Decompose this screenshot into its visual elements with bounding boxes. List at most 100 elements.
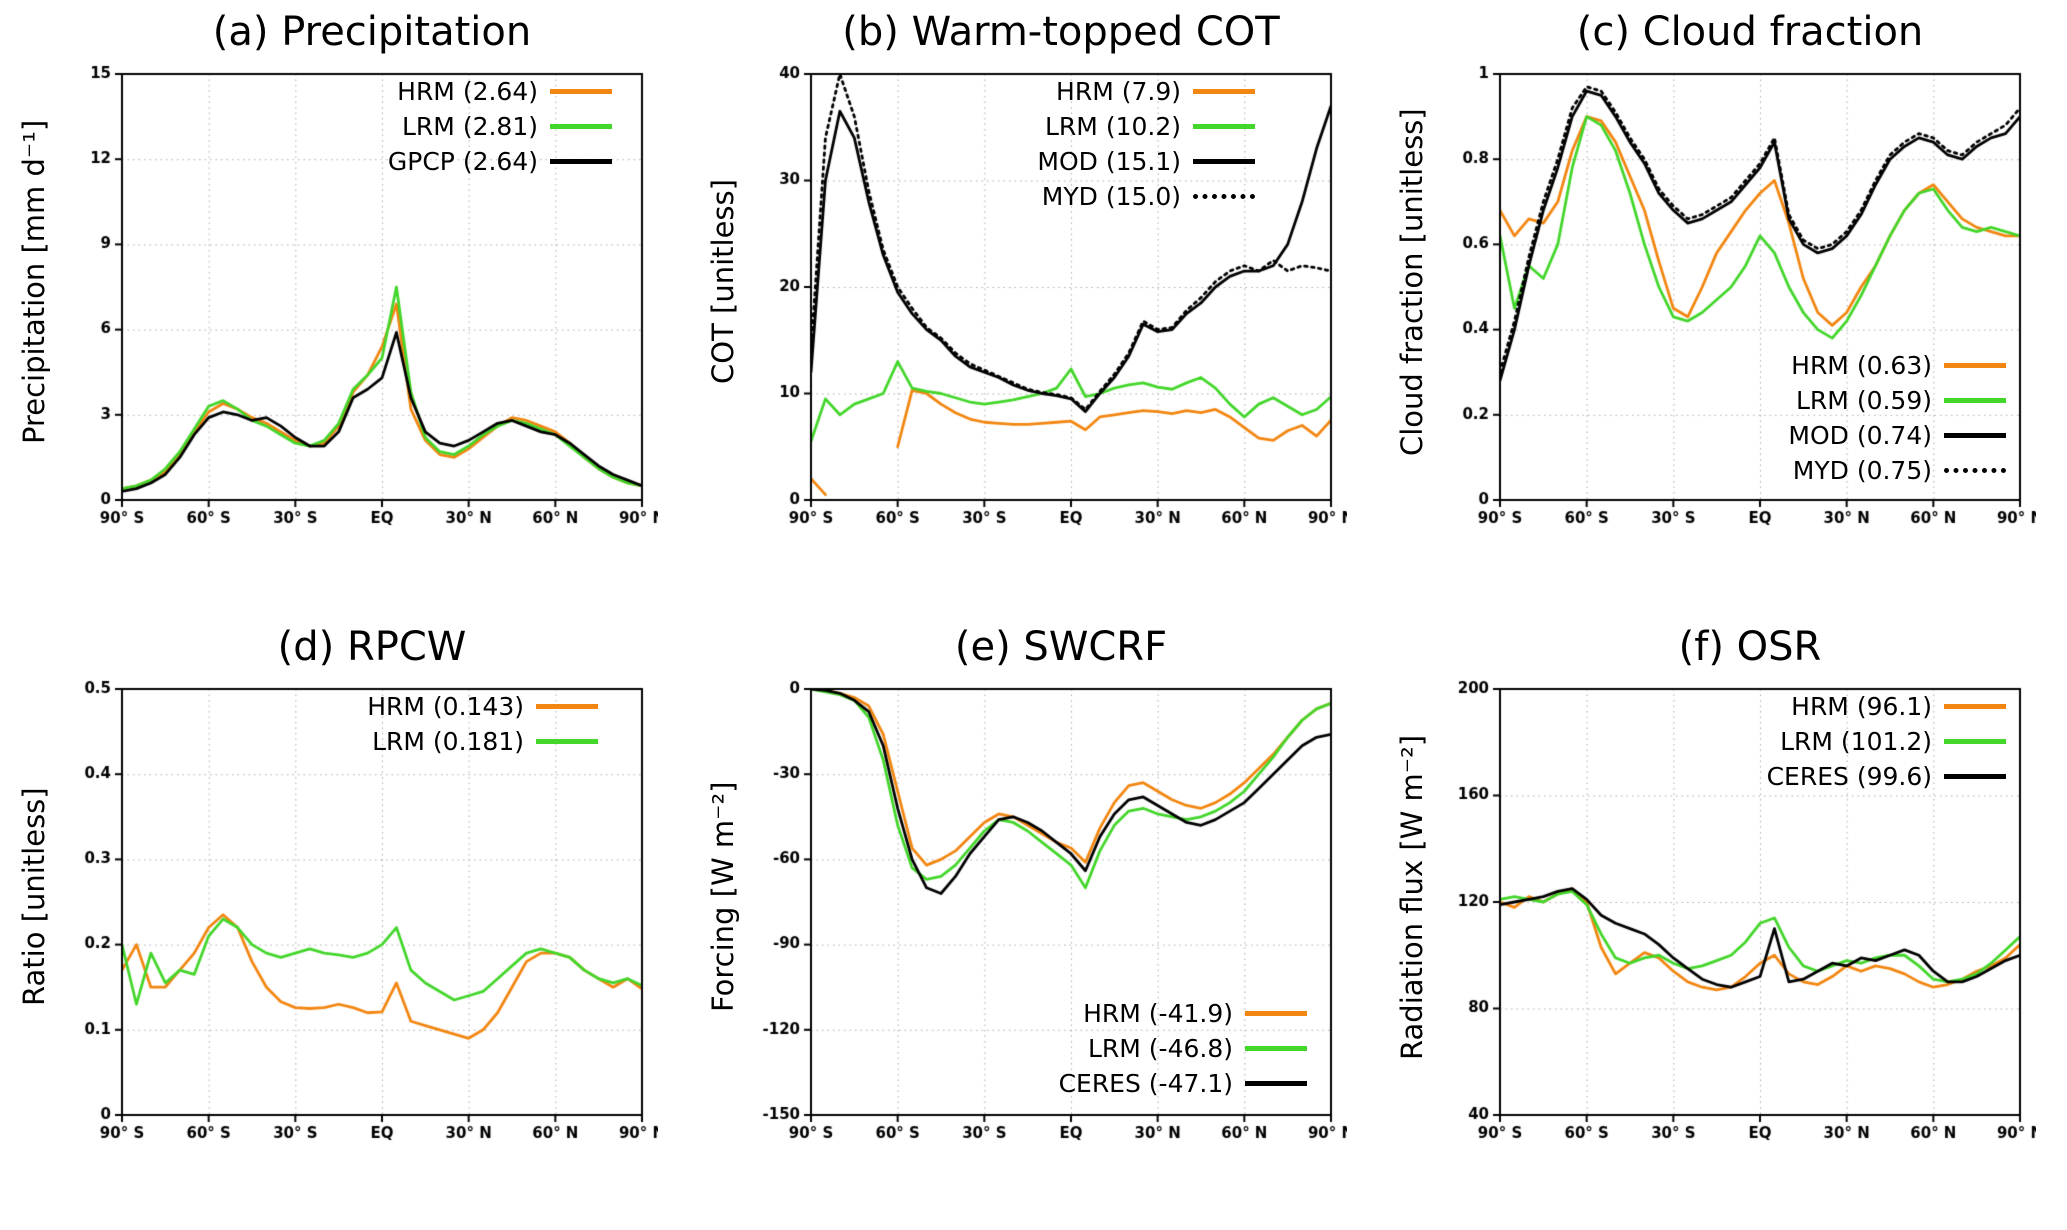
legend-item: CERES (-47.1) [1059, 1066, 1307, 1101]
y-axis-label: Precipitation [mm d⁻¹] [17, 119, 51, 445]
chart-legend: HRM (7.9) LRM (10.2) MOD (15.1) MYD (15.0) [1037, 74, 1255, 214]
legend-label: LRM (0.59) [1796, 386, 1932, 415]
legend-swatch [1193, 159, 1255, 164]
legend-label: GPCP (2.64) [387, 147, 538, 176]
legend-label: HRM (0.143) [367, 692, 524, 721]
legend-label: HRM (2.64) [397, 77, 538, 106]
legend-label: MYD (0.75) [1792, 456, 1932, 485]
legend-swatch [1193, 194, 1255, 199]
legend-item: LRM (101.2) [1780, 724, 2006, 759]
legend-swatch [1944, 363, 2006, 368]
legend-swatch [1944, 704, 2006, 709]
plot-area: HRM (2.64) LRM (2.81) GPCP (2.64) [56, 64, 658, 544]
legend-swatch [1944, 433, 2006, 438]
plot-row: Cloud fraction [unitless] HRM (0.63) LRM … [1378, 64, 2067, 544]
legend-swatch [1193, 89, 1255, 94]
legend-item: LRM (0.181) [372, 724, 598, 759]
legend-swatch [536, 704, 598, 709]
legend-label: MOD (15.1) [1037, 147, 1181, 176]
legend-label: HRM (7.9) [1056, 77, 1181, 106]
chart-legend: HRM (2.64) LRM (2.81) GPCP (2.64) [388, 74, 612, 179]
legend-item: HRM (96.1) [1791, 689, 2006, 724]
plot-area: HRM (-41.9) LRM (-46.8) CERES (-47.1) [745, 679, 1347, 1159]
legend-item: HRM (0.143) [367, 689, 598, 724]
chart-panel: (d) RPCW Ratio [unitless] HRM (0.143) LRM… [0, 615, 689, 1230]
chart-panel: (a) Precipitation Precipitation [mm d⁻¹]… [0, 0, 689, 615]
chart-panel: (e) SWCRF Forcing [W m⁻²] HRM (-41.9) LRM… [689, 615, 1378, 1230]
y-axis-label: Forcing [W m⁻²] [706, 781, 740, 1013]
plot-area: HRM (7.9) LRM (10.2) MOD (15.1) MYD (15.0) [745, 64, 1347, 544]
legend-item: HRM (7.9) [1056, 74, 1255, 109]
plot-area: HRM (0.143) LRM (0.181) [56, 679, 658, 1159]
chart-panel: (c) Cloud fraction Cloud fraction [unitl… [1378, 0, 2067, 615]
legend-swatch [1245, 1046, 1307, 1051]
legend-item: LRM (2.81) [402, 109, 612, 144]
legend-item: MOD (0.74) [1788, 418, 2006, 453]
legend-swatch [1944, 398, 2006, 403]
legend-swatch [1944, 468, 2006, 473]
legend-swatch [550, 124, 612, 129]
plot-row: Radiation flux [W m⁻²] HRM (96.1) LRM (10… [1378, 679, 2067, 1159]
legend-swatch [1193, 124, 1255, 129]
legend-swatch [1944, 774, 2006, 779]
legend-item: MOD (15.1) [1037, 144, 1255, 179]
legend-swatch [1245, 1081, 1307, 1086]
panel-title: (d) RPCW [277, 624, 467, 670]
chart-canvas [1434, 679, 2036, 1159]
legend-swatch [536, 739, 598, 744]
legend-item: HRM (2.64) [397, 74, 612, 109]
plot-row: Precipitation [mm d⁻¹] HRM (2.64) LRM (2.… [0, 64, 689, 544]
legend-label: LRM (2.81) [402, 112, 538, 141]
chart-canvas [1434, 64, 2036, 544]
plot-row: Ratio [unitless] HRM (0.143) LRM (0.181) [0, 679, 689, 1159]
panel-title: (a) Precipitation [212, 9, 532, 55]
panel-title: (b) Warm-topped COT [842, 9, 1280, 55]
chart-canvas [56, 64, 658, 544]
legend-label: CERES (-47.1) [1058, 1069, 1233, 1098]
panel-title: (f) OSR [1678, 624, 1822, 670]
y-axis-label: Cloud fraction [unitless] [1395, 108, 1429, 456]
y-axis-label: COT [unitless] [706, 179, 740, 385]
legend-label: MOD (0.74) [1788, 421, 1932, 450]
legend-label: LRM (-46.8) [1087, 1034, 1233, 1063]
panel-title: (e) SWCRF [954, 624, 1168, 670]
legend-item: MYD (0.75) [1793, 453, 2006, 488]
legend-item: LRM (0.59) [1796, 383, 2006, 418]
legend-label: HRM (96.1) [1791, 692, 1932, 721]
legend-item: CERES (99.6) [1767, 759, 2006, 794]
legend-swatch [1944, 739, 2006, 744]
chart-legend: HRM (-41.9) LRM (-46.8) CERES (-47.1) [1059, 996, 1307, 1101]
plot-area: HRM (96.1) LRM (101.2) CERES (99.6) [1434, 679, 2036, 1159]
legend-item: LRM (10.2) [1045, 109, 1255, 144]
plot-row: Forcing [W m⁻²] HRM (-41.9) LRM (-46.8) CE… [689, 679, 1378, 1159]
plot-area: HRM (0.63) LRM (0.59) MOD (0.74) MYD (0.75) [1434, 64, 2036, 544]
legend-label: LRM (10.2) [1045, 112, 1181, 141]
legend-label: MYD (15.0) [1041, 182, 1181, 211]
chart-panel: (f) OSR Radiation flux [W m⁻²] HRM (96.1… [1378, 615, 2067, 1230]
legend-label: LRM (0.181) [372, 727, 524, 756]
chart-canvas [745, 64, 1347, 544]
legend-item: GPCP (2.64) [388, 144, 612, 179]
legend-item: MYD (15.0) [1042, 179, 1255, 214]
chart-legend: HRM (0.63) LRM (0.59) MOD (0.74) MYD (0.75) [1788, 348, 2006, 488]
chart-canvas [745, 679, 1347, 1159]
panel-title: (c) Cloud fraction [1576, 9, 1924, 55]
legend-item: HRM (-41.9) [1083, 996, 1307, 1031]
legend-label: HRM (0.63) [1791, 351, 1932, 380]
chart-panel: (b) Warm-topped COT COT [unitless] HRM (… [689, 0, 1378, 615]
legend-swatch [1245, 1011, 1307, 1016]
legend-label: CERES (99.6) [1766, 762, 1932, 791]
legend-item: LRM (-46.8) [1088, 1031, 1307, 1066]
y-axis-label: Ratio [unitless] [17, 787, 51, 1007]
y-axis-label: Radiation flux [W m⁻²] [1395, 734, 1429, 1060]
legend-label: HRM (-41.9) [1083, 999, 1233, 1028]
legend-item: HRM (0.63) [1791, 348, 2006, 383]
legend-label: LRM (101.2) [1780, 727, 1932, 756]
chart-legend: HRM (0.143) LRM (0.181) [367, 689, 598, 759]
legend-swatch [550, 89, 612, 94]
chart-canvas [56, 679, 658, 1159]
plot-row: COT [unitless] HRM (7.9) LRM (10.2) MOD (1… [689, 64, 1378, 544]
chart-legend: HRM (96.1) LRM (101.2) CERES (99.6) [1767, 689, 2006, 794]
legend-swatch [550, 159, 612, 164]
